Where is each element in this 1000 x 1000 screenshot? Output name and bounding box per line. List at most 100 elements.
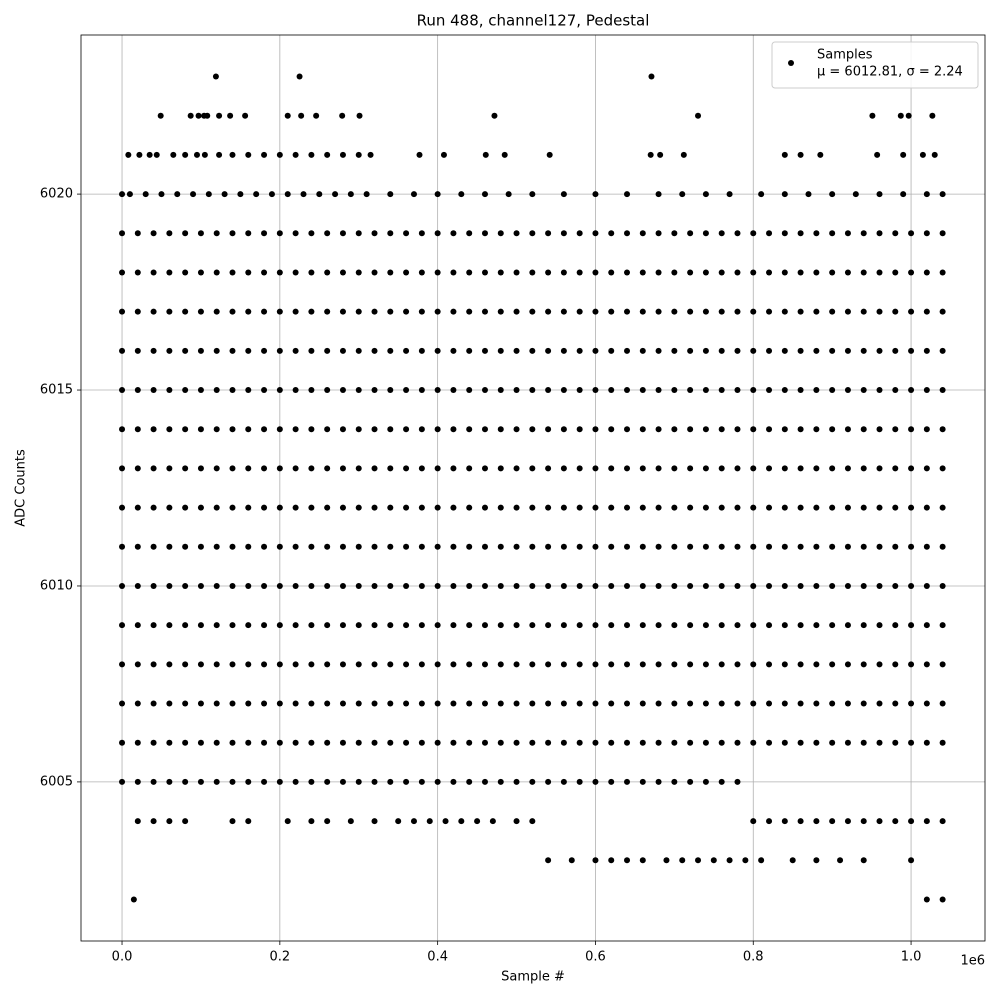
data-point (166, 622, 173, 629)
data-point (166, 739, 173, 746)
data-point (229, 543, 236, 550)
data-point (545, 269, 552, 276)
data-point (829, 426, 836, 433)
data-point (284, 818, 291, 825)
data-point (592, 739, 599, 746)
data-point (908, 661, 915, 668)
data-point (410, 818, 417, 825)
data-point (545, 700, 552, 707)
data-point (339, 739, 346, 746)
data-point (647, 151, 654, 158)
data-point (860, 230, 867, 237)
data-point (182, 582, 189, 589)
data-point (193, 151, 200, 158)
data-point (560, 308, 567, 315)
data-point (687, 778, 694, 785)
data-point (513, 622, 520, 629)
data-point (466, 426, 473, 433)
data-point (284, 112, 291, 119)
data-point (418, 739, 425, 746)
data-point (844, 387, 851, 394)
data-point (245, 151, 252, 158)
data-point (355, 269, 362, 276)
data-point (797, 622, 804, 629)
data-point (197, 465, 204, 472)
data-point (797, 739, 804, 746)
data-point (371, 622, 378, 629)
data-point (813, 543, 820, 550)
data-point (560, 387, 567, 394)
data-point (308, 308, 315, 315)
data-point (750, 700, 757, 707)
data-point (919, 151, 926, 158)
data-point (750, 387, 757, 394)
data-point (134, 504, 141, 511)
data-point (450, 504, 457, 511)
data-point (923, 622, 930, 629)
data-point (766, 700, 773, 707)
data-point (466, 269, 473, 276)
data-point (387, 778, 394, 785)
data-point (308, 818, 315, 825)
data-point (687, 543, 694, 550)
data-point (608, 622, 615, 629)
data-point (213, 465, 220, 472)
data-point (797, 582, 804, 589)
data-point (545, 739, 552, 746)
data-point (481, 465, 488, 472)
data-point (655, 543, 662, 550)
data-point (371, 308, 378, 315)
data-point (545, 426, 552, 433)
data-point (758, 191, 765, 198)
data-point (829, 661, 836, 668)
data-point (829, 700, 836, 707)
data-point (298, 112, 305, 119)
data-point (648, 73, 655, 80)
data-point (750, 308, 757, 315)
data-point (119, 778, 126, 785)
data-point (655, 739, 662, 746)
data-point (923, 543, 930, 550)
data-point (418, 347, 425, 354)
data-point (844, 700, 851, 707)
data-point (276, 582, 283, 589)
data-point (339, 465, 346, 472)
data-point (450, 582, 457, 589)
data-point (718, 230, 725, 237)
data-point (671, 308, 678, 315)
data-point (892, 230, 899, 237)
data-point (513, 269, 520, 276)
data-point (844, 347, 851, 354)
data-point (481, 778, 488, 785)
data-point (261, 465, 268, 472)
data-point (639, 308, 646, 315)
data-point (434, 543, 441, 550)
data-point (387, 426, 394, 433)
data-point (695, 857, 702, 864)
data-point (892, 308, 899, 315)
data-point (497, 308, 504, 315)
data-point (308, 739, 315, 746)
data-point (216, 151, 223, 158)
data-point (367, 151, 374, 158)
data-point (671, 269, 678, 276)
data-point (655, 230, 662, 237)
data-point (679, 857, 686, 864)
data-point (718, 308, 725, 315)
data-point (513, 465, 520, 472)
data-point (166, 230, 173, 237)
data-point (734, 465, 741, 472)
data-point (576, 230, 583, 237)
data-point (939, 426, 946, 433)
data-point (497, 622, 504, 629)
data-point (876, 465, 883, 472)
data-point (387, 622, 394, 629)
data-point (781, 426, 788, 433)
data-point (497, 661, 504, 668)
data-point (339, 661, 346, 668)
data-point (134, 661, 141, 668)
data-point (482, 151, 489, 158)
legend-stats: μ = 6012.81, σ = 2.24 (817, 65, 963, 80)
data-point (119, 700, 126, 707)
data-point (829, 818, 836, 825)
